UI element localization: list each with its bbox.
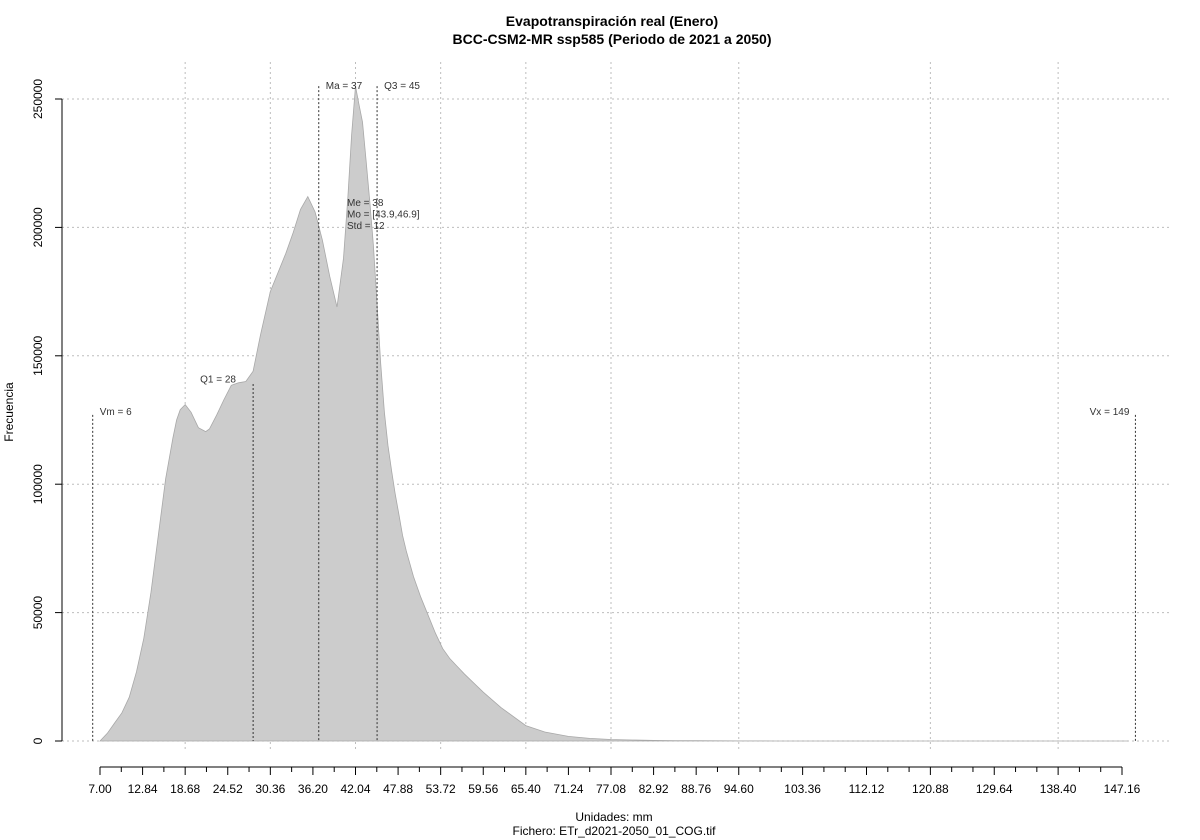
x-tick-label: 18.68 (170, 782, 200, 796)
x-tick-label: 138.40 (1040, 782, 1077, 796)
stat-label: Vx = 149 (1090, 407, 1130, 418)
x-tick-label: 36.20 (298, 782, 328, 796)
y-tick-label: 0 (31, 737, 45, 744)
x-tick-label: 120.88 (912, 782, 949, 796)
y-axis: 0 50000 100000 150000 200000 250000 (31, 79, 63, 744)
x-tick-label: 59.56 (468, 782, 498, 796)
stat-label: Vm = 6 (100, 407, 132, 418)
file-caption: Fichero: ETr_d2021-2050_01_COG.tif (513, 824, 717, 838)
x-tick-label: 77.08 (596, 782, 626, 796)
x-tick-label: 7.00 (88, 782, 112, 796)
x-tick-label: 30.36 (255, 782, 285, 796)
y-tick-label: 100000 (31, 464, 45, 504)
x-tick-label: 24.52 (213, 782, 243, 796)
stat-label: Q1 = 28 (200, 375, 236, 386)
chart-subtitle: BCC-CSM2-MR ssp585 (Periodo de 2021 a 20… (453, 31, 772, 47)
x-tick-label: 94.60 (724, 782, 754, 796)
x-tick-label: 112.12 (849, 782, 885, 796)
x-tick-label: 53.72 (426, 782, 456, 796)
x-tick-label: 129.64 (976, 782, 1013, 796)
x-tick-label: 82.92 (639, 782, 669, 796)
stat-summary-label: Std = 12 (347, 221, 385, 232)
x-tick-label: 47.88 (383, 782, 413, 796)
x-tick-label: 71.24 (553, 782, 583, 796)
x-tick-label: 103.36 (784, 782, 821, 796)
x-tick-label: 42.04 (340, 782, 370, 796)
y-axis-label: Frecuencia (2, 382, 16, 442)
x-tick-label: 65.40 (511, 782, 541, 796)
x-tick-label: 88.76 (681, 782, 711, 796)
y-tick-label: 250000 (31, 79, 45, 119)
x-axis: 7.00 12.84 18.68 24.52 30.36 36.20 42.04 47.88 5… (88, 766, 1141, 796)
stat-summary-label: Me = 38 (347, 198, 384, 209)
y-tick-label: 200000 (31, 207, 45, 247)
stat-summary-label: Mo = [43.9,46.9] (347, 210, 420, 221)
x-tick-label: 147.16 (1104, 782, 1141, 796)
stat-label: Q3 = 45 (384, 81, 420, 92)
density-area (99, 86, 1129, 742)
y-tick-label: 150000 (31, 335, 45, 375)
x-tick-label: 12.84 (128, 782, 158, 796)
chart-title: Evapotranspiración real (Enero) (506, 13, 718, 29)
y-tick-label: 50000 (31, 596, 45, 630)
series-area (99, 86, 1129, 742)
stat-label: Ma = 37 (326, 81, 363, 92)
x-axis-label: Unidades: mm (575, 810, 652, 824)
annotations: Vm = 6 Q1 = 28 Ma = 37 Q3 = 45 Vx = 149 Me = … (92, 81, 1136, 741)
